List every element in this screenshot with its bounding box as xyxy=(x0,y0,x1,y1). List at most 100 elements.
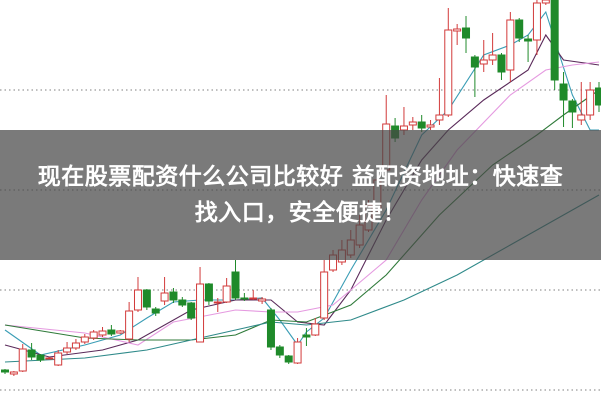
candle-body xyxy=(311,323,320,336)
candle xyxy=(284,355,293,364)
candle xyxy=(116,330,125,334)
candle-body xyxy=(577,114,586,121)
candle xyxy=(151,307,160,316)
candle-body xyxy=(249,297,258,300)
candle-body xyxy=(231,271,240,299)
candle xyxy=(568,99,577,128)
candle xyxy=(213,298,222,312)
candle-body xyxy=(71,342,80,349)
candle xyxy=(240,293,249,301)
candle-body xyxy=(559,83,568,101)
candle xyxy=(222,278,231,303)
candle xyxy=(71,339,80,350)
candle-body xyxy=(462,27,471,39)
candle xyxy=(559,72,568,127)
candle-body xyxy=(266,309,275,348)
moving-average-line-3 xyxy=(4,61,600,346)
candle-body xyxy=(80,336,89,343)
candle xyxy=(515,18,524,42)
candle xyxy=(506,12,515,82)
candle xyxy=(293,338,302,364)
candle-body xyxy=(240,297,249,300)
candle-body xyxy=(45,357,54,360)
candle-body xyxy=(116,330,125,334)
candle-body xyxy=(213,301,222,304)
candle xyxy=(63,342,72,354)
candle-body xyxy=(532,2,541,41)
candle xyxy=(524,35,533,62)
candle xyxy=(1,369,9,374)
candle-body xyxy=(595,87,601,106)
candle-body xyxy=(9,371,18,375)
candle xyxy=(453,24,462,45)
candle-body xyxy=(568,100,577,113)
candle xyxy=(408,117,417,130)
candle xyxy=(196,267,205,343)
candle xyxy=(54,350,63,366)
candle xyxy=(9,371,18,376)
candle-body xyxy=(408,121,417,126)
candle xyxy=(320,260,329,320)
candle-body xyxy=(169,291,178,301)
candle-body xyxy=(506,19,515,71)
banner-title-line-2: 找入口，安全便捷！ xyxy=(194,200,407,226)
candle-body xyxy=(142,289,151,308)
candle xyxy=(586,82,595,120)
candle-body xyxy=(151,308,160,314)
candle xyxy=(266,308,275,350)
candle xyxy=(204,283,213,305)
candle xyxy=(541,0,550,5)
candle xyxy=(178,297,187,307)
candle xyxy=(98,327,107,337)
candle-body xyxy=(479,59,488,65)
candle xyxy=(142,289,151,310)
candle xyxy=(133,277,142,312)
candle xyxy=(27,343,36,360)
candle-body xyxy=(586,89,595,116)
candle-body xyxy=(488,54,497,61)
candle xyxy=(435,78,444,125)
candle-body xyxy=(417,121,426,129)
candle xyxy=(595,82,601,112)
candle xyxy=(577,82,586,125)
candle xyxy=(45,357,54,360)
candle xyxy=(444,8,453,117)
candle xyxy=(249,290,258,300)
candle-body xyxy=(275,346,284,356)
candle xyxy=(479,40,488,72)
candle-body xyxy=(98,330,107,336)
moving-average-line-2 xyxy=(4,33,600,358)
candle-body xyxy=(302,334,311,338)
candle-body xyxy=(204,283,213,302)
candle-body xyxy=(89,331,98,339)
candle-body xyxy=(54,352,63,366)
candle-body xyxy=(435,114,444,121)
candle-body xyxy=(160,292,169,302)
candle-body xyxy=(63,347,72,353)
candle-body xyxy=(187,302,196,319)
candle-body xyxy=(196,283,205,343)
candle-body xyxy=(293,341,302,364)
candle-body xyxy=(36,354,45,361)
candle-body xyxy=(444,29,453,116)
candle-body xyxy=(1,369,9,373)
candle xyxy=(426,120,435,130)
candle-body xyxy=(320,271,329,319)
candle xyxy=(160,277,169,305)
candle-body xyxy=(258,298,267,302)
candle xyxy=(550,0,559,90)
candle xyxy=(302,328,311,346)
candle xyxy=(532,0,541,55)
candle-body xyxy=(541,0,550,4)
candle xyxy=(169,288,178,303)
candle xyxy=(275,345,284,358)
candle-body xyxy=(107,329,116,335)
candle-body xyxy=(18,348,27,372)
candle xyxy=(80,334,89,344)
candle-body xyxy=(178,299,187,306)
candle xyxy=(488,33,497,65)
candle xyxy=(187,302,196,320)
candle xyxy=(36,354,45,362)
candle xyxy=(107,325,116,336)
candle xyxy=(497,53,506,80)
